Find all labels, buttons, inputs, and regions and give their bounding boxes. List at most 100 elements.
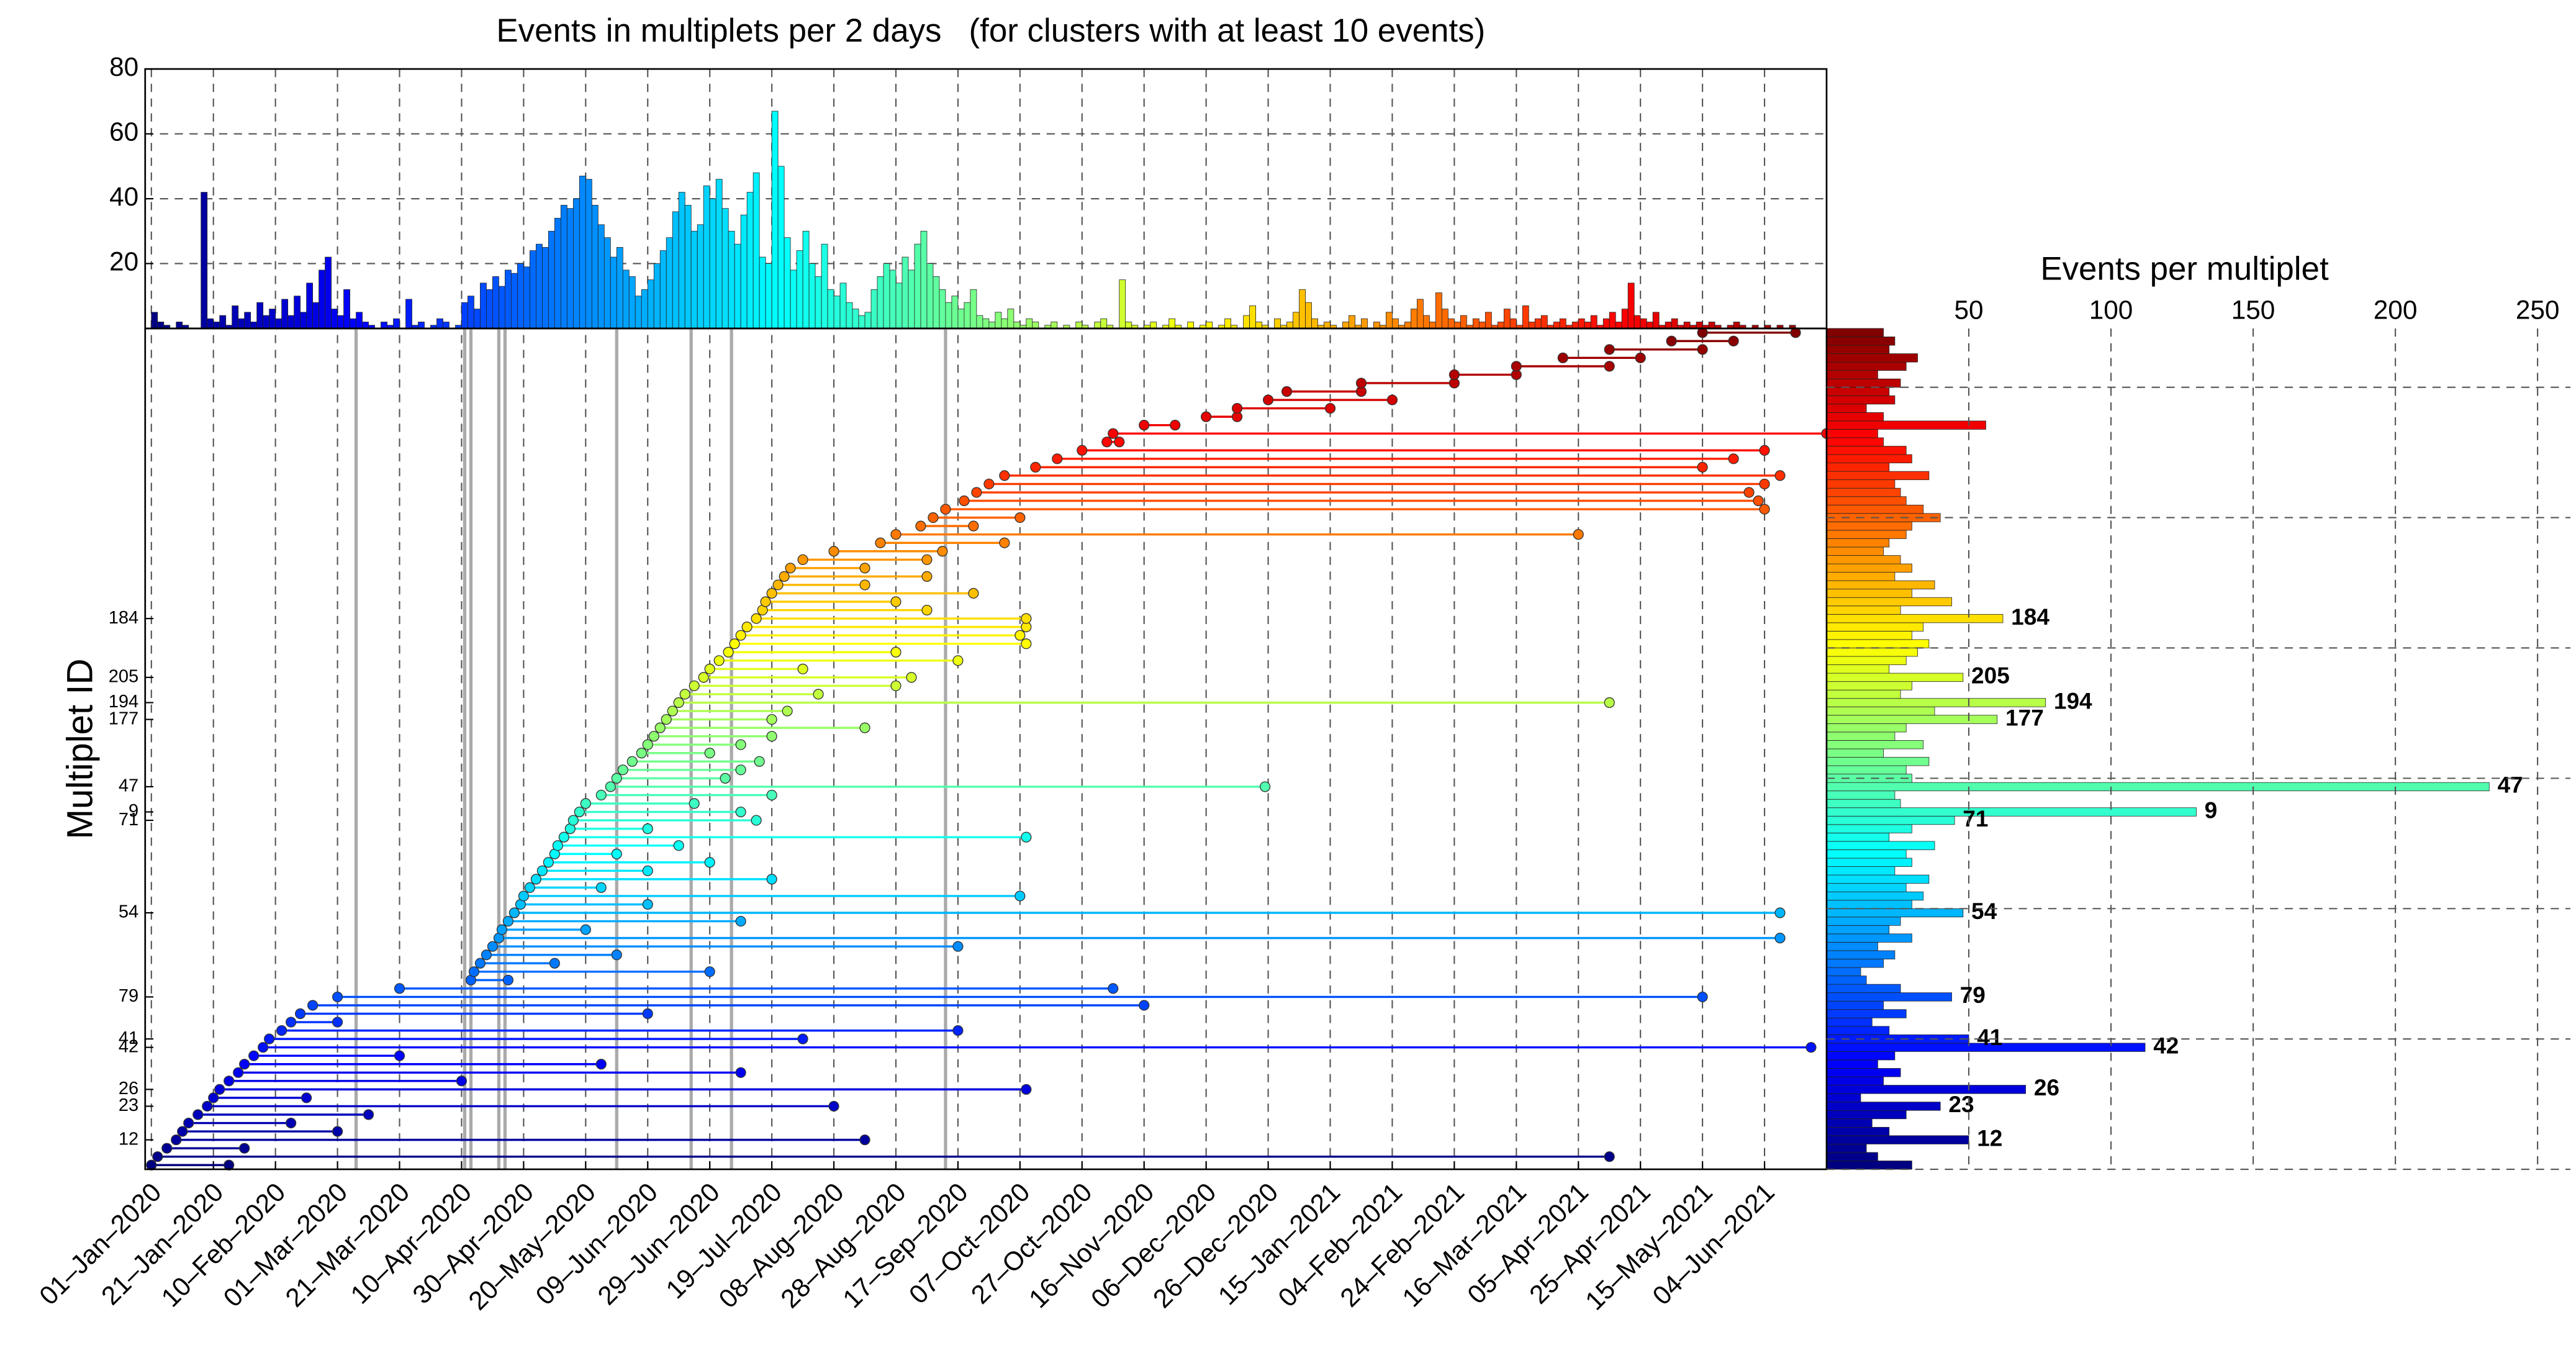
multiplet-last-event bbox=[859, 563, 870, 574]
y-tick-label: 26 bbox=[119, 1079, 138, 1098]
histogram-bar bbox=[616, 247, 623, 329]
count-bar bbox=[1826, 656, 1907, 665]
bar-x-tick-label: 150 bbox=[2231, 296, 2275, 325]
histogram-bar bbox=[796, 250, 803, 329]
histogram-bar bbox=[312, 302, 320, 329]
histogram-bar bbox=[877, 276, 884, 329]
multiplet-first-event bbox=[530, 874, 541, 885]
histogram-bar bbox=[201, 192, 208, 329]
histogram-bar bbox=[548, 230, 555, 329]
histogram-bar bbox=[1534, 318, 1542, 329]
histogram-bar bbox=[597, 224, 605, 329]
histogram-bar bbox=[951, 296, 959, 329]
multiplet-last-event bbox=[642, 865, 653, 876]
histogram-bar bbox=[666, 237, 673, 329]
histogram-bar bbox=[920, 230, 928, 329]
count-bar bbox=[1826, 1102, 1941, 1111]
histogram-bar bbox=[1665, 322, 1672, 329]
histogram-bar bbox=[1733, 322, 1740, 329]
histogram-bar bbox=[870, 289, 878, 329]
multiplet-last-event bbox=[1774, 933, 1786, 944]
multiplet-last-event bbox=[642, 1008, 653, 1020]
multiplet-first-event bbox=[605, 781, 616, 792]
count-bar bbox=[1826, 1026, 1890, 1035]
histogram-bar bbox=[839, 283, 847, 329]
multiplet-first-event bbox=[152, 1151, 163, 1162]
count-bar bbox=[1826, 824, 1912, 833]
histogram-bar bbox=[641, 289, 648, 329]
multiplet-last-event bbox=[1728, 335, 1739, 346]
histogram-bar bbox=[908, 269, 915, 329]
histogram-bar bbox=[1293, 312, 1299, 329]
count-bar bbox=[1826, 631, 1912, 640]
histogram-bar bbox=[1342, 322, 1349, 329]
histogram-bar bbox=[1373, 322, 1380, 329]
bar-id-label: 47 bbox=[2497, 772, 2523, 798]
histogram-bar bbox=[697, 224, 704, 329]
count-bar bbox=[1826, 361, 1907, 371]
histogram-bar bbox=[1417, 299, 1424, 329]
histogram-bar bbox=[541, 247, 549, 329]
multiplet-first-event bbox=[999, 470, 1010, 481]
count-bar bbox=[1826, 337, 1896, 346]
count-bar bbox=[1826, 328, 1884, 337]
multiplet-first-event bbox=[915, 520, 926, 532]
count-bar bbox=[1826, 815, 1955, 825]
histogram-bar bbox=[244, 312, 251, 329]
histogram-bar bbox=[1187, 322, 1195, 329]
count-bar bbox=[1826, 496, 1907, 505]
multiplet-first-event bbox=[772, 579, 784, 591]
multiplet-first-event bbox=[648, 731, 659, 742]
histogram-bar bbox=[684, 205, 692, 329]
count-bar bbox=[1826, 420, 1986, 430]
multiplet-first-event bbox=[258, 1042, 269, 1053]
histogram-bar bbox=[1460, 315, 1467, 329]
y-tick-label: 60 bbox=[109, 117, 138, 147]
count-bar bbox=[1826, 790, 1896, 800]
count-bar bbox=[1826, 765, 1907, 774]
histogram-bar bbox=[1671, 318, 1678, 329]
multiplet-last-event bbox=[1697, 991, 1708, 1003]
count-bar bbox=[1826, 404, 1867, 413]
count-bar bbox=[1826, 1093, 1861, 1103]
histogram-bar bbox=[1640, 318, 1647, 329]
multiplet-last-event bbox=[937, 546, 948, 557]
bar-x-tick-label: 250 bbox=[2516, 296, 2560, 325]
histogram-bar bbox=[1051, 322, 1058, 329]
multiplet-first-event bbox=[1557, 352, 1568, 363]
histogram-bar bbox=[808, 263, 816, 329]
histogram-bar bbox=[294, 296, 301, 329]
multiplet-first-event bbox=[704, 663, 715, 674]
histogram-bar bbox=[1453, 322, 1461, 329]
bar-id-label: 184 bbox=[2011, 604, 2050, 630]
count-bar bbox=[1826, 849, 1907, 859]
multiplet-last-event bbox=[704, 857, 715, 868]
count-bar bbox=[1826, 681, 1912, 691]
histogram-bar bbox=[964, 302, 971, 329]
histogram-bar bbox=[1249, 305, 1256, 329]
count-bar bbox=[1826, 723, 1907, 733]
histogram-bar bbox=[1305, 302, 1312, 329]
multiplet-first-event bbox=[875, 537, 886, 548]
multiplet-last-event bbox=[611, 848, 622, 859]
histogram-bar bbox=[715, 179, 723, 329]
y-tick-label: 194 bbox=[109, 692, 139, 712]
multiplet-last-event bbox=[1015, 630, 1026, 641]
count-bar bbox=[1826, 950, 1896, 959]
bar-id-label: 194 bbox=[2054, 687, 2092, 713]
histogram-bar bbox=[672, 211, 679, 329]
count-bar bbox=[1826, 1126, 1890, 1136]
y-tick-label: 47 bbox=[119, 776, 138, 796]
multiplet-first-event bbox=[214, 1084, 225, 1095]
count-bar bbox=[1826, 437, 1884, 446]
count-bar bbox=[1826, 580, 1935, 590]
multiplet-first-event bbox=[518, 890, 529, 902]
multiplet-last-event bbox=[1015, 890, 1026, 902]
multiplet-last-event bbox=[549, 958, 560, 969]
histogram-bar bbox=[603, 237, 611, 329]
histogram-bar bbox=[653, 263, 661, 329]
multiplet-first-event bbox=[1201, 411, 1212, 422]
count-bar bbox=[1826, 412, 1884, 422]
histogram-bar bbox=[1255, 322, 1262, 329]
bar-id-label: 26 bbox=[2034, 1074, 2059, 1100]
